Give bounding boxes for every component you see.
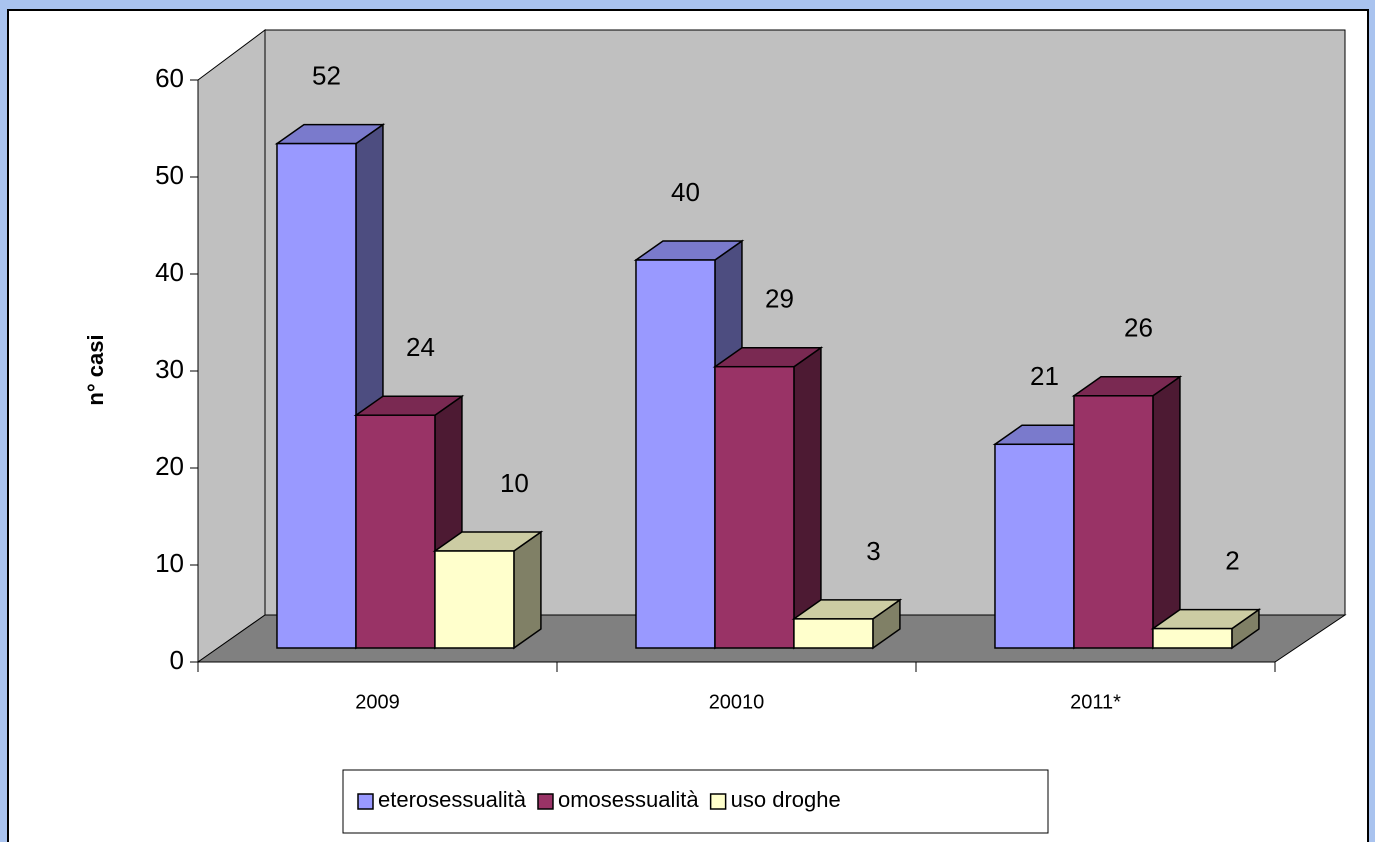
y-tick-label: 40 xyxy=(155,257,184,287)
bar-front xyxy=(355,414,436,649)
data-label: 40 xyxy=(671,177,700,207)
bar xyxy=(1071,375,1183,650)
side-wall xyxy=(197,29,266,663)
data-label: 3 xyxy=(866,536,880,566)
data-label: 10 xyxy=(500,468,529,498)
bar-front xyxy=(793,618,874,649)
y-axis-label: n° casi xyxy=(83,334,108,405)
legend-label: eterosessualità xyxy=(378,787,527,812)
bar-front xyxy=(434,550,515,649)
bar xyxy=(712,346,824,650)
bar xyxy=(274,123,386,650)
legend-swatch xyxy=(709,793,727,810)
y-tick-label: 50 xyxy=(155,160,184,190)
bar-side xyxy=(513,530,542,650)
bar-front xyxy=(714,365,795,649)
x-tick-label: 2011* xyxy=(1070,691,1121,713)
y-tick-label: 60 xyxy=(155,63,184,93)
bar-side xyxy=(1152,375,1181,650)
bar xyxy=(791,598,903,650)
legend-label: uso droghe xyxy=(731,787,841,812)
bar-front xyxy=(276,142,357,649)
legend-swatch xyxy=(357,793,374,810)
data-label: 21 xyxy=(1030,361,1059,391)
y-tick-label: 0 xyxy=(170,645,184,675)
data-label: 2 xyxy=(1225,545,1239,575)
bar-front xyxy=(635,259,716,649)
data-label: 26 xyxy=(1124,313,1153,343)
bar xyxy=(432,530,544,650)
data-label: 29 xyxy=(765,284,794,314)
x-tick-label: 2009 xyxy=(355,691,400,713)
data-label: 52 xyxy=(312,60,341,90)
y-tick-label: 10 xyxy=(155,548,184,578)
x-tick-label: 20010 xyxy=(709,691,765,713)
bar-front xyxy=(1152,627,1233,649)
bar xyxy=(1150,608,1262,650)
y-tick-label: 20 xyxy=(155,451,184,481)
legend-swatch xyxy=(537,793,554,810)
bar-front xyxy=(1073,395,1154,649)
legend-box xyxy=(342,769,1049,834)
data-label: 24 xyxy=(406,332,435,362)
y-tick-label: 30 xyxy=(155,354,184,384)
legend-label: omosessualità xyxy=(558,787,699,812)
bar-front xyxy=(994,443,1075,649)
